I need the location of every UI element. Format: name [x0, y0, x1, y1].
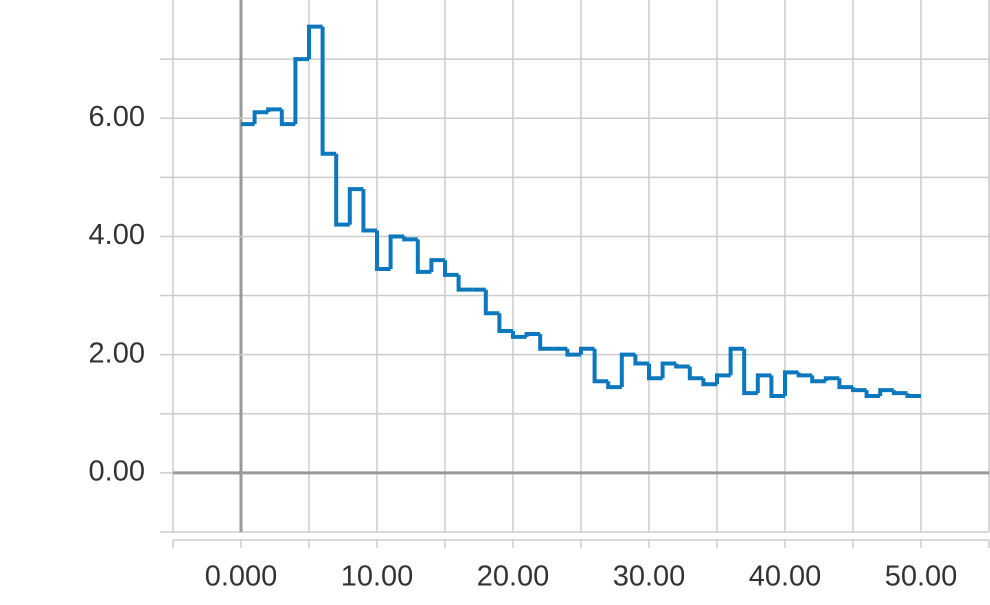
line-segment: [606, 381, 622, 390]
line-segment: [674, 363, 690, 369]
line-segment: [810, 375, 826, 384]
line-segment: [864, 390, 881, 399]
line-segment: [905, 393, 921, 399]
line-segment: [891, 390, 908, 396]
line-segment: [823, 376, 840, 382]
line-segment: [429, 258, 445, 272]
line-segment: [647, 363, 663, 381]
line-segment: [755, 373, 772, 394]
line-segment: [633, 354, 649, 366]
y-tick-label: 6.00: [89, 101, 145, 133]
line-segment: [497, 313, 513, 334]
line-segment: [347, 187, 364, 225]
line-segment: [579, 346, 595, 355]
line-segment: [851, 387, 867, 393]
y-tick-label: 4.00: [89, 219, 145, 251]
line-segment: [742, 348, 758, 396]
line-segment: [307, 24, 323, 60]
line-segment: [402, 236, 418, 242]
line-segment: [252, 110, 269, 125]
line-segment: [837, 378, 853, 390]
y-tick-label: 2.00: [89, 337, 145, 369]
line-segment: [715, 373, 731, 385]
line-segment: [415, 239, 432, 274]
line-segment: [483, 289, 500, 316]
line-segment: [375, 230, 391, 271]
line-segment: [266, 107, 282, 113]
line-segment: [361, 189, 377, 233]
line-segment: [456, 274, 473, 292]
line-segment: [687, 366, 704, 381]
line-segment: [796, 372, 813, 378]
line-segment: [728, 346, 745, 376]
line-segment: [538, 333, 554, 351]
line-segment: [334, 153, 350, 227]
line-segment: [619, 352, 636, 388]
line-segment: [660, 361, 677, 379]
line-segment: [592, 348, 609, 384]
line-segment: [783, 370, 799, 397]
x-tick-label: 30.00: [613, 561, 686, 593]
line-segment: [565, 348, 581, 357]
line-segment: [279, 109, 296, 127]
x-tick-label: 20.00: [477, 561, 550, 593]
line-segment: [320, 26, 337, 156]
line-segment: [701, 378, 717, 387]
line-segment: [878, 388, 894, 397]
x-tick-label: 0.000: [205, 561, 278, 593]
line-segment: [443, 260, 459, 277]
line-segment: [511, 331, 527, 339]
x-tick-label: 10.00: [341, 561, 414, 593]
line-segment: [293, 57, 309, 125]
y-tick-label: 0.00: [89, 456, 145, 488]
x-tick-label: 40.00: [749, 561, 822, 593]
x-tick-label: 50.00: [885, 561, 958, 593]
line-segment: [769, 375, 785, 399]
line-segment: [524, 331, 541, 337]
line-segment: [388, 234, 405, 269]
